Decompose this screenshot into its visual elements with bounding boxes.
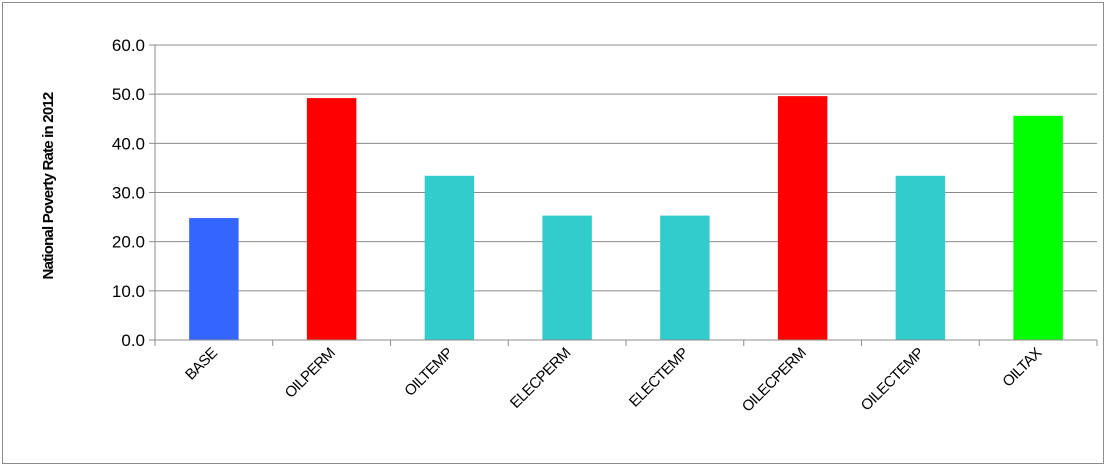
x-tick-label-oiltemp: OILTEMP — [401, 344, 456, 399]
x-tick-label-elecperm: ELECPERM — [507, 345, 574, 412]
x-tick-label-oilecperm: OILECPERM — [739, 345, 810, 416]
bar-elecperm — [542, 215, 592, 340]
bar-oilperm — [306, 98, 357, 340]
x-tick-label-oilperm: OILPERM — [282, 345, 339, 402]
y-tick-label: 60.0 — [112, 36, 145, 55]
x-tick-label-oilectemp: OILECTEMP — [858, 344, 928, 414]
gridlines — [149, 44, 1097, 341]
y-tick-label: 20.0 — [112, 233, 145, 252]
bar-base — [189, 218, 239, 340]
bar-oilecperm — [777, 96, 828, 340]
y-tick-label: 0.0 — [121, 331, 145, 350]
y-tick-label: 50.0 — [112, 85, 145, 104]
x-tick-label-electemp: ELECTEMP — [626, 344, 692, 410]
bar-oiltax — [1013, 115, 1063, 340]
y-axis-label: National Poverty Rate in 2012 — [40, 92, 57, 279]
y-tick-labels: 0.0 10.0 20.0 30.0 40.0 50.0 60.0 — [112, 36, 145, 350]
y-tick-label: 30.0 — [112, 184, 145, 203]
x-tick-labels: BASE OILPERM OILTEMP ELECPERM ELECTEMP OILECP… — [154, 340, 1098, 416]
x-tick-label-oiltax: OILTAX — [999, 344, 1045, 390]
y-tick-label: 40.0 — [112, 134, 145, 153]
y-tick-label: 10.0 — [112, 282, 145, 301]
bars — [189, 96, 1063, 340]
x-tick-label-base: BASE — [182, 344, 221, 383]
bar-electemp — [660, 215, 710, 340]
bar-oiltemp — [424, 175, 475, 340]
bar-oilectemp — [895, 175, 946, 340]
bar-chart: 0.0 10.0 20.0 30.0 40.0 50.0 60.0 BASE OILPERM O… — [40, 36, 1098, 416]
